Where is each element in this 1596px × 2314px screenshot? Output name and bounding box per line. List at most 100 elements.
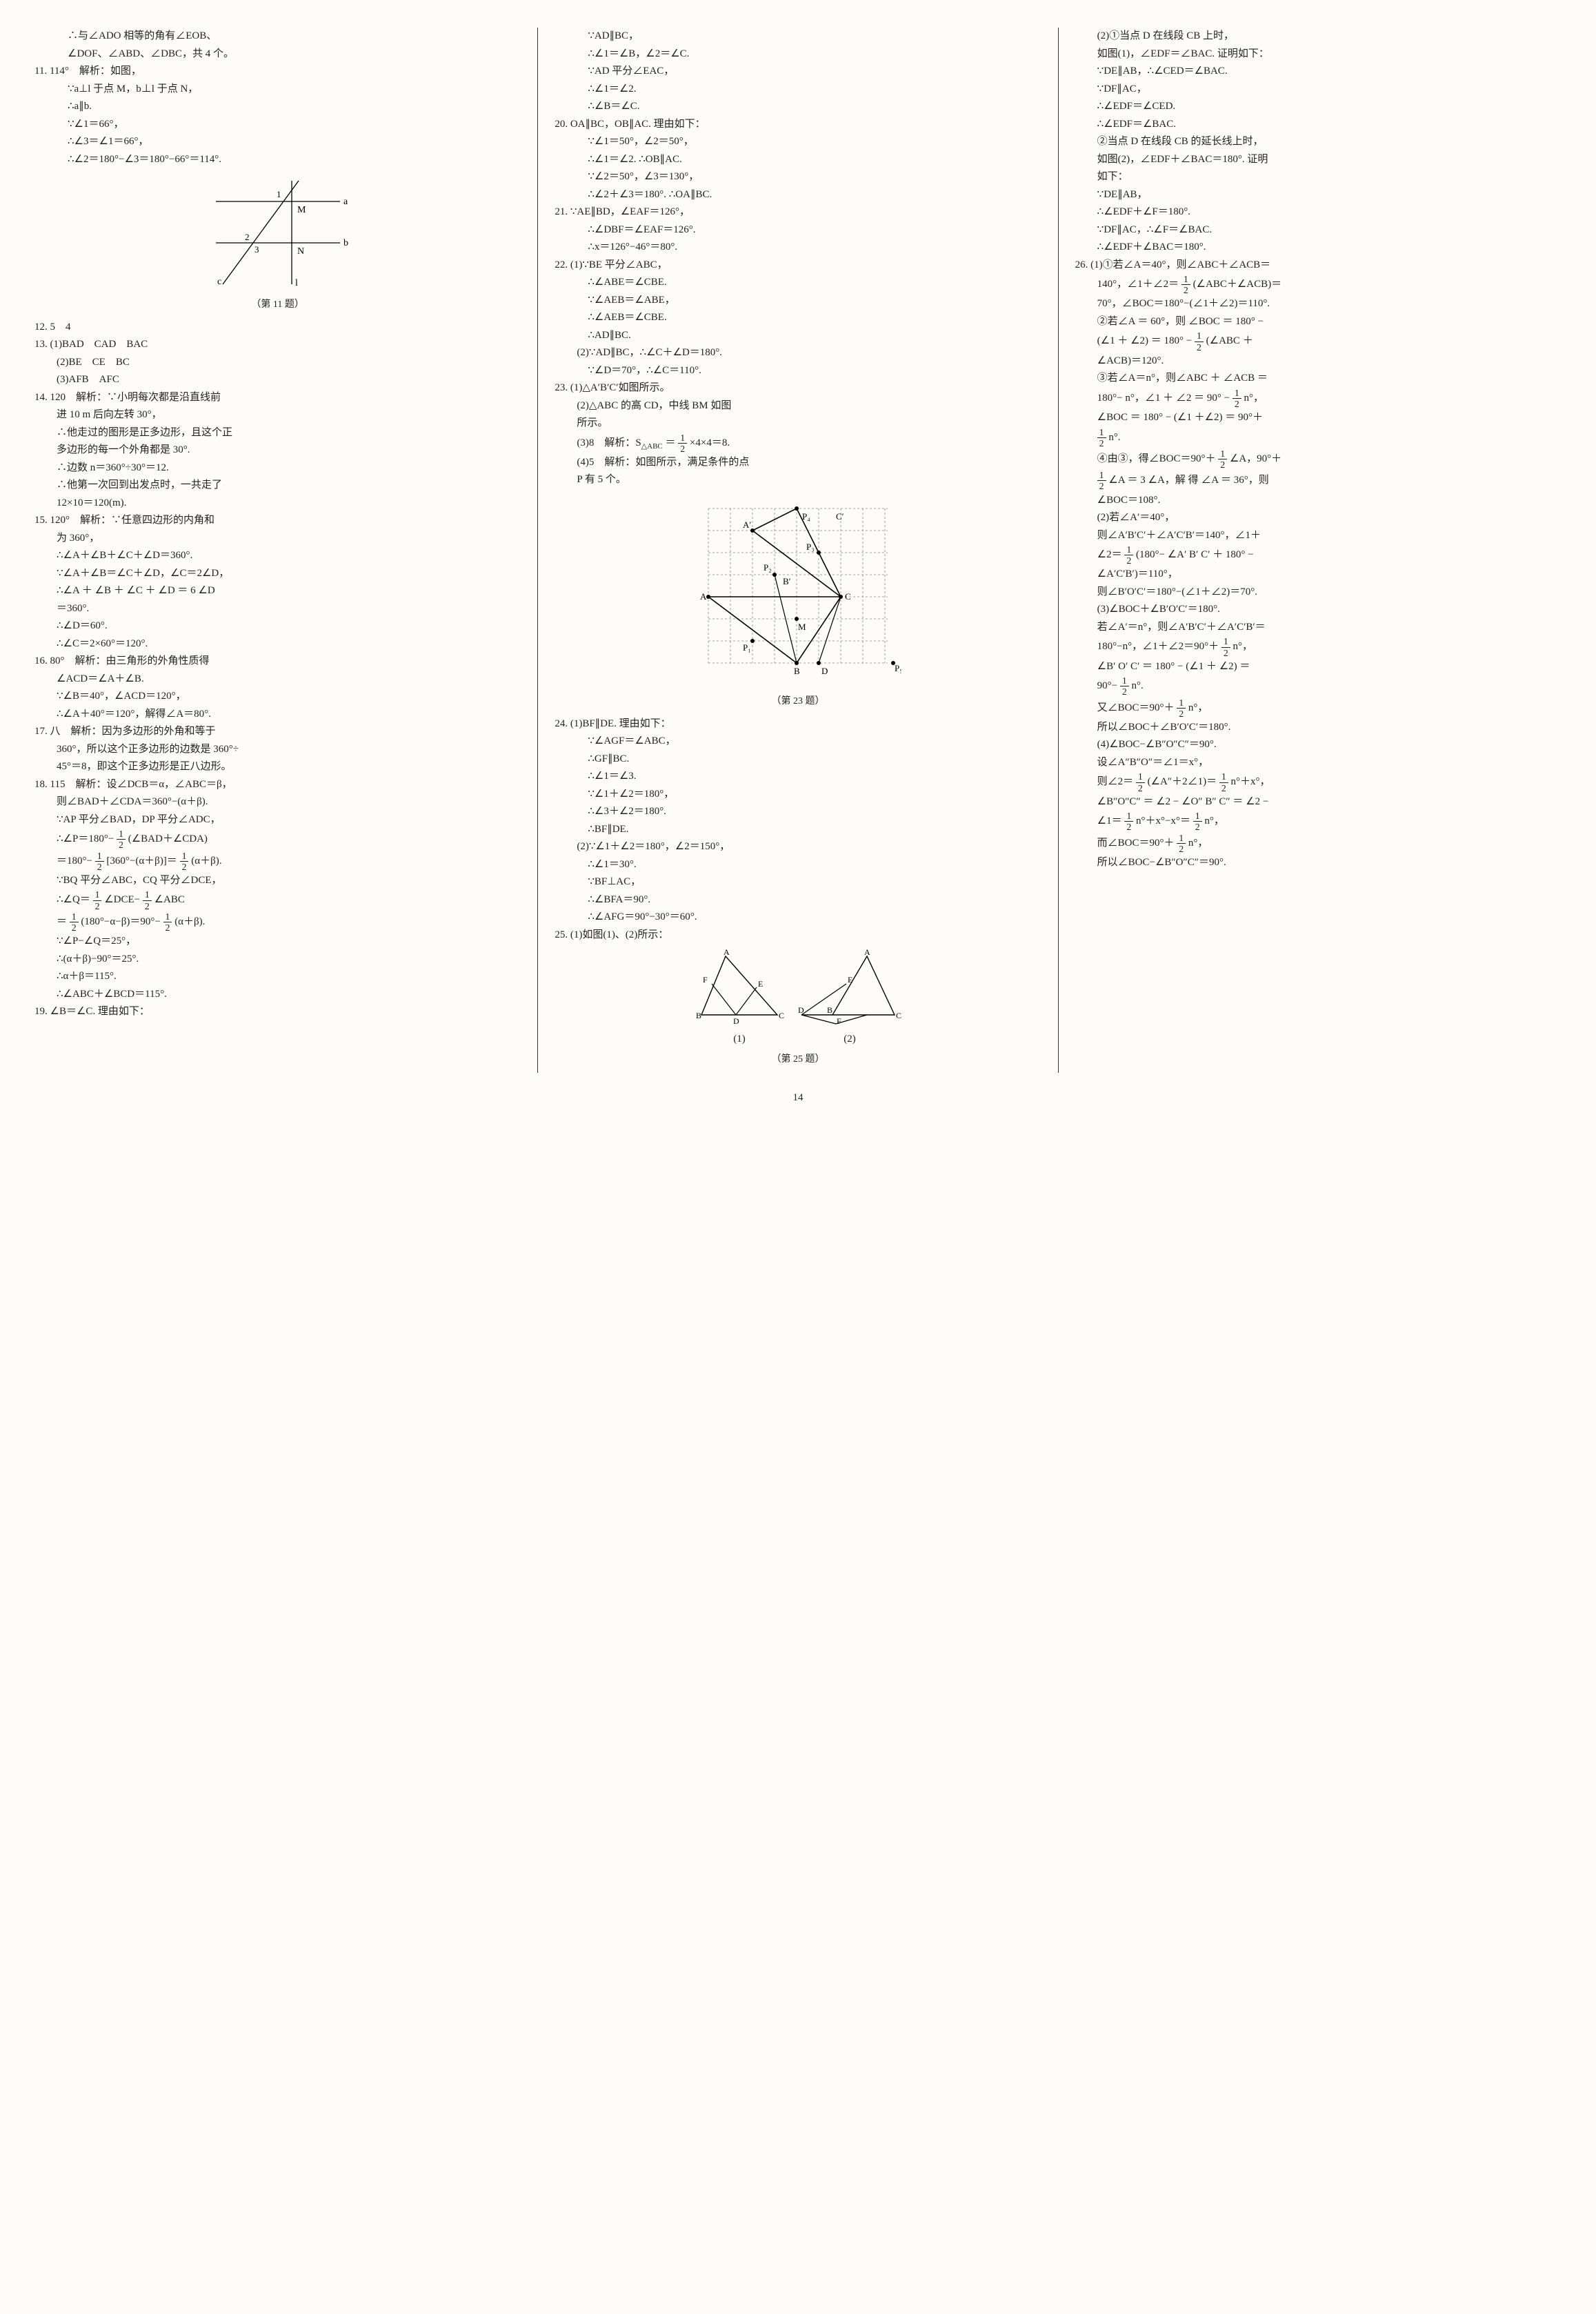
line: ∵∠A＋∠B＝∠C＋∠D，∠C＝2∠D，: [34, 565, 521, 583]
item-18-head: 18. 115 解析：设∠DCB＝α，∠ABC＝β，: [34, 776, 521, 794]
item-14-head: 14. 120 解析：∵小明每次都是沿直线前: [34, 389, 521, 407]
line: ∠BOC ＝ 180° − (∠1 ＋∠2) ＝ 90°＋: [1075, 409, 1562, 427]
line: ∴a∥b.: [34, 98, 521, 116]
line: ∴GF∥BC.: [555, 751, 1041, 769]
line: ∴∠AFG＝90°−30°＝60°.: [555, 909, 1041, 927]
line: ∵∠AEB＝∠ABE，: [555, 292, 1041, 310]
line: ∵AD 平分∠EAC，: [555, 63, 1041, 81]
line: ②当点 D 在线段 CB 的延长线上时，: [1075, 133, 1562, 151]
svg-text:B′: B′: [783, 576, 791, 586]
fraction-half: 12: [1219, 771, 1228, 793]
txt: n°，: [1188, 838, 1208, 849]
line: ∵DF∥AC，∴∠F＝∠BAC.: [1075, 221, 1562, 239]
txt: 140°，∠1＋∠2＝: [1097, 279, 1179, 290]
fraction-half: 12: [70, 911, 79, 933]
figure-25-2: AB CD EF F: [798, 949, 901, 1025]
line: ∴∠2＝180°−∠3＝180°−66°＝114°.: [34, 151, 521, 169]
line: ∴∠Q＝ 12 ∠DCE− 12 ∠ABC: [34, 889, 521, 911]
txt: ∠DCE−: [104, 895, 140, 906]
line: ∴∠EDF＋∠BAC＝180°.: [1075, 239, 1562, 257]
txt: ×4×4＝8.: [690, 437, 730, 448]
line: ∴∠A＋40°＝120°，解得∠A＝80°.: [34, 706, 521, 724]
line: 12 n°.: [1075, 427, 1562, 448]
txt: (3)8 解析：S: [577, 437, 641, 448]
label-ang2: 2: [245, 232, 250, 242]
line: ∴∠BFA＝90°.: [555, 891, 1041, 909]
line: ∵DE∥AB，∴∠CED＝∠BAC.: [1075, 63, 1562, 81]
line: 180°−n°，∠1＋∠2＝90°＋ 12 n°，: [1075, 636, 1562, 657]
fraction-half: 12: [117, 829, 126, 850]
fraction-half: 12: [1097, 470, 1106, 491]
line: ∵∠B＝40°，∠ACD＝120°，: [34, 688, 521, 706]
item-20-head: 20. OA∥BC，OB∥AC. 理由如下：: [555, 116, 1041, 134]
svg-text:A: A: [700, 591, 707, 602]
svg-text:F: F: [703, 975, 708, 985]
fraction-half: 12: [1136, 771, 1145, 793]
svg-text:A′: A′: [743, 520, 751, 530]
line: ∴∠3＝∠1＝66°，: [34, 133, 521, 151]
line: 为 360°，: [34, 530, 521, 548]
line: 45°＝8，即这个正多边形是正八边形。: [34, 758, 521, 776]
txt: n°.: [1108, 432, 1120, 443]
label-ang1: 1: [277, 189, 281, 199]
line: ∴∠EDF＋∠F＝180°.: [1075, 204, 1562, 221]
line: ∵DE∥AB，: [1075, 186, 1562, 204]
txt: ＝: [57, 916, 67, 927]
line: P 有 5 个。: [555, 471, 1041, 489]
line: ∵AD∥BC，: [555, 28, 1041, 46]
svg-text:P₄: P₄: [802, 511, 810, 522]
txt: ∴∠P＝180°−: [57, 833, 114, 844]
line: ③若∠A＝n°，则∠ABC ＋ ∠ACB ＝: [1075, 370, 1562, 388]
column-1: ∴与∠ADO 相等的角有∠EOB、 ∠DOF、∠ABD、∠DBC，共 4 个。 …: [34, 28, 521, 1073]
line: ∴∠B＝∠C.: [555, 98, 1041, 116]
svg-text:P₁: P₁: [743, 642, 751, 653]
txt: 而∠BOC＝90°＋: [1097, 838, 1175, 849]
label-N: N: [297, 246, 304, 257]
fraction-half: 12: [1177, 698, 1186, 719]
figure-11: a b l M N c 1 2 3: [202, 174, 354, 291]
line: ∴∠1＝∠B，∠2＝∠C.: [555, 46, 1041, 63]
svg-text:A: A: [864, 949, 870, 957]
line: 90°− 12 n°.: [1075, 675, 1562, 697]
line: 则∠B′O′C′＝180°−(∠1＋∠2)＝70°.: [1075, 584, 1562, 602]
item-23-head: 23. (1)△A′B′C′如图所示。: [555, 379, 1041, 397]
column-2: ∵AD∥BC， ∴∠1＝∠B，∠2＝∠C. ∵AD 平分∠EAC， ∴∠1＝∠2…: [555, 28, 1041, 1073]
line: ＝ 12 (180°−α−β)＝90°− 12 (α＋β).: [34, 911, 521, 933]
fig25-sub2: (2): [798, 1031, 901, 1049]
txt: 又∠BOC＝90°＋: [1097, 702, 1175, 713]
line: ∴∠2＋∠3＝180°. ∴OA∥BC.: [555, 186, 1041, 204]
item-24-head: 24. (1)BF∥DE. 理由如下：: [555, 715, 1041, 733]
item-17-head: 17. 八 解析：因为多边形的外角和等于: [34, 723, 521, 741]
line: ∵AP 平分∠BAD，DP 平分∠ADC，: [34, 811, 521, 829]
line: ∠1＝ 12 n°＋x°−x°＝ 12 n°，: [1075, 811, 1562, 832]
line: ∵∠1＝50°，∠2＝50°，: [555, 133, 1041, 151]
svg-text:B: B: [827, 1005, 832, 1015]
line: ∴x＝126°−46°＝80°.: [555, 239, 1041, 257]
svg-text:F: F: [837, 1016, 841, 1025]
line: 进 10 m 后向左转 30°，: [34, 406, 521, 424]
line: ∴∠1＝30°.: [555, 856, 1041, 874]
fraction-half: 12: [93, 889, 102, 911]
svg-text:E: E: [848, 975, 852, 985]
line: (2)若∠A′＝40°，: [1075, 509, 1562, 527]
line: 如图(1)，∠EDF＝∠BAC. 证明如下：: [1075, 46, 1562, 63]
line: ∴BF∥DE.: [555, 821, 1041, 839]
line: 所以∠BOC＋∠B′O′C′＝180°.: [1075, 719, 1562, 737]
column-3: (2)①当点 D 在线段 CB 上时， 如图(1)，∠EDF＝∠BAC. 证明如…: [1075, 28, 1562, 1073]
line: ∴∠A＋∠B＋∠C＋∠D＝360°.: [34, 547, 521, 565]
item-16-head: 16. 80° 解析：由三角形的外角性质得: [34, 653, 521, 671]
fraction-half: 12: [1097, 427, 1106, 448]
txt: ＝: [666, 437, 676, 448]
line: 360°，所以这个正多边形的边数是 360°÷: [34, 741, 521, 759]
figure-25-row: AB CD EF (1) AB CD EF F (2): [555, 944, 1041, 1049]
line: ∴∠3＋∠2＝180°.: [555, 803, 1041, 821]
line: (2)∵∠1＋∠2＝180°，∠2＝150°，: [555, 838, 1041, 856]
svg-text:C: C: [896, 1011, 901, 1020]
line: ＝180°− 12 [360°−(α＋β)]＝ 12 (α＋β).: [34, 851, 521, 872]
line: 则∠A′B′C′＋∠A′C′B′＝140°，∠1＋: [1075, 527, 1562, 545]
line: ④由③，得∠BOC＝90°＋ 12 ∠A，90°＋: [1075, 448, 1562, 470]
fraction-half: 12: [1177, 833, 1186, 854]
line: (2)①当点 D 在线段 CB 上时，: [1075, 28, 1562, 46]
line: ∴∠ABC＋∠BCD＝115°.: [34, 986, 521, 1004]
txt: n°＋x°−x°＝: [1136, 815, 1190, 827]
